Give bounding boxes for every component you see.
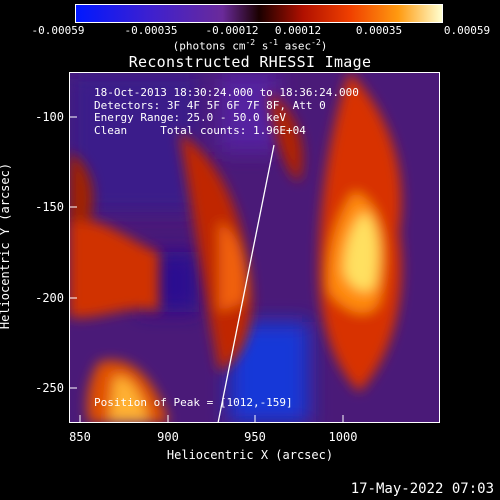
- x-tick-label: 850: [69, 430, 91, 444]
- info-line-energy: Energy Range: 25.0 - 50.0 keV: [94, 111, 287, 124]
- info-line-detectors: Detectors: 3F 4F 5F 6F 7F 8F, Att 0: [94, 98, 326, 112]
- y-tick-label: -200: [35, 291, 64, 305]
- colorbar-tick-label: -0.00012: [205, 24, 259, 37]
- rhessi-image-panel: [69, 72, 440, 424]
- y-tick-label: -250: [35, 381, 64, 395]
- image-title: Reconstructed RHESSI Image: [128, 53, 372, 71]
- x-tick-label: 900: [157, 430, 179, 444]
- colorbar-tick-label: -0.00035: [124, 24, 178, 37]
- info-line-time: 18-Oct-2013 18:30:24.000 to 18:36:24.000: [94, 86, 359, 99]
- rhessi-image-map: [69, 72, 440, 424]
- colorbar-tick-label: 0.00012: [274, 24, 322, 37]
- solar-limb-line: [217, 144, 275, 424]
- observation-info: 18-Oct-2013 18:30:24.000 to 18:36:24.000…: [94, 86, 359, 137]
- y-tick-label: -100: [35, 110, 64, 124]
- colorbar-tick-label: -0.00059: [31, 24, 85, 37]
- info-line-counts: Clean Total counts: 1.96E+04: [94, 123, 306, 137]
- colorbar-tick-label: 0.00035: [355, 24, 403, 37]
- colorbar-gradient: [76, 5, 442, 22]
- colorbar-tick-label: 0.00059: [443, 24, 491, 37]
- x-tick-label: 950: [244, 430, 266, 444]
- x-tick-label: 1000: [328, 430, 358, 444]
- y-tick-label: -150: [35, 200, 64, 214]
- peak-position: Position of Peak = [1012,-159]: [94, 396, 293, 409]
- x-axis-label: Heliocentric X (arcsec): [166, 448, 334, 462]
- colorbar-units: (photons cm-2 s-1 asec-2): [172, 38, 328, 53]
- plot-datestamp: 17-May-2022 07:03: [350, 481, 494, 497]
- colorbar: [75, 4, 443, 23]
